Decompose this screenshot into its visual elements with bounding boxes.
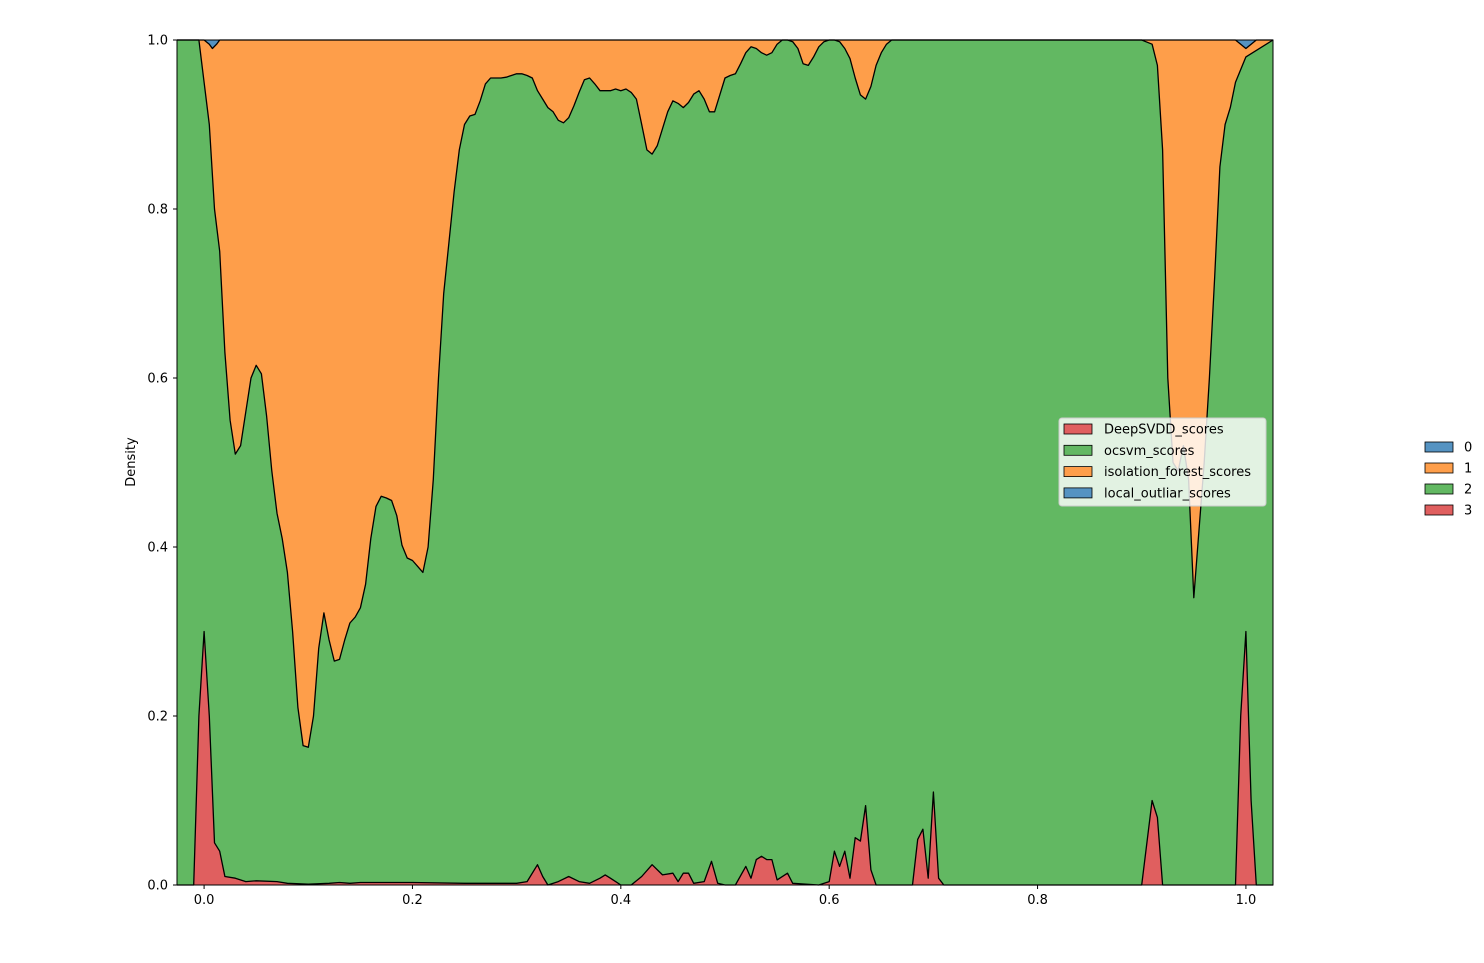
legend-outside-swatch xyxy=(1424,462,1454,474)
legend-inside-box xyxy=(1058,417,1267,507)
legend-outside-swatch xyxy=(1424,483,1454,495)
y-tick-label: 0.2 xyxy=(147,710,168,725)
legend-inside-swatch xyxy=(1063,444,1093,456)
legend-inside-swatch xyxy=(1063,423,1093,435)
x-tick-label: 0.8 xyxy=(1027,893,1048,908)
legend-outside-swatch xyxy=(1424,504,1454,516)
legend-outside-swatch xyxy=(1424,441,1454,453)
y-tick-label: 1.0 xyxy=(147,34,168,49)
boundary-line-3-2 xyxy=(177,630,1273,886)
boundary-line-2-1 xyxy=(177,39,1274,748)
x-tick-label: 0.0 xyxy=(194,893,215,908)
x-tick-label: 0.2 xyxy=(402,893,423,908)
area-category-2 xyxy=(177,40,1273,885)
plot-frame xyxy=(176,39,1274,886)
legend-inside-label: ocsvm_scores xyxy=(1104,444,1195,459)
legend-outside-label: 3 xyxy=(1464,504,1472,519)
area-layer xyxy=(177,39,1274,886)
legend-inside-swatch xyxy=(1063,466,1093,478)
x-axis: 0.0 0.2 0.4 0.6 0.8 1.0 xyxy=(194,885,1257,908)
x-tick-label: 1.0 xyxy=(1236,893,1257,908)
legend-outside-label: 2 xyxy=(1464,483,1472,498)
legend-inside-label: local_outliar_scores xyxy=(1104,486,1231,501)
legend-inside-swatch xyxy=(1063,487,1093,499)
x-tick-label: 0.4 xyxy=(610,893,631,908)
legend-inside-label: isolation_forest_scores xyxy=(1104,465,1251,480)
y-axis: 0.0 0.2 0.4 0.6 0.8 1.0 xyxy=(147,34,177,894)
y-tick-label: 0.6 xyxy=(147,372,168,387)
legend-inside: DeepSVDD_scores ocsvm_scores isolation_for… xyxy=(1058,417,1267,507)
y-tick-label: 0.8 xyxy=(147,203,168,218)
legend-outside: 0 1 2 3 xyxy=(1424,441,1472,519)
x-tick-label: 0.6 xyxy=(819,893,840,908)
y-tick-label: 0.0 xyxy=(147,879,168,894)
y-axis-label: Density xyxy=(124,437,139,487)
y-tick-label: 0.4 xyxy=(147,541,168,556)
legend-outside-label: 1 xyxy=(1464,462,1472,477)
legend-outside-label: 0 xyxy=(1464,441,1472,456)
legend-inside-label: DeepSVDD_scores xyxy=(1104,423,1224,438)
